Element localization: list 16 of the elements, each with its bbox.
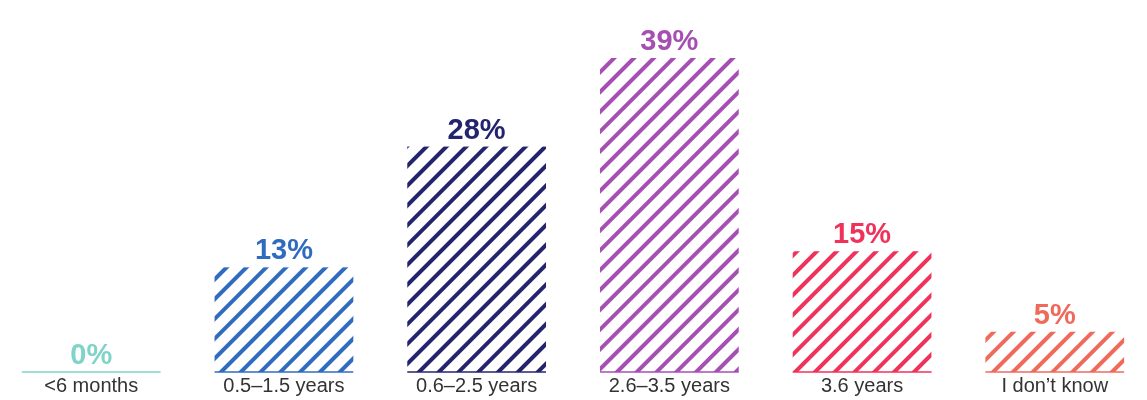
bar: [407, 146, 547, 372]
bar: [792, 251, 932, 372]
x-tick-label: 3.6 years: [820, 374, 904, 396]
bar: [985, 331, 1125, 372]
x-tick-label: 2.6–3.5 years: [608, 374, 730, 396]
bar: [599, 58, 739, 372]
x-tick-label: 0.5–1.5 years: [223, 374, 345, 396]
data-label: 5%: [1033, 297, 1076, 330]
data-label: 13%: [254, 233, 314, 266]
data-label: 0%: [70, 338, 113, 370]
data-label: 15%: [833, 217, 892, 250]
x-tick-label: <6 months: [44, 374, 139, 396]
data-label: 28%: [447, 112, 506, 145]
x-tick-label: 0.6–2.5 years: [416, 374, 538, 396]
data-label: 39%: [640, 24, 699, 56]
x-tick-label: I don’t know: [1001, 374, 1109, 396]
